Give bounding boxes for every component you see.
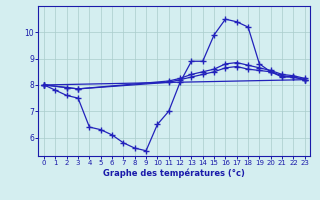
X-axis label: Graphe des températures (°c): Graphe des températures (°c) <box>103 169 245 178</box>
